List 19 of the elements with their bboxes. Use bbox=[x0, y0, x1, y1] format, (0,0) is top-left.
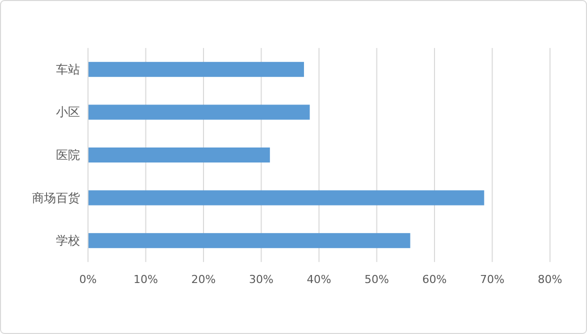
x-tick-label: 0% bbox=[79, 273, 97, 286]
y-tick-label: 商场百货 bbox=[32, 190, 80, 205]
bar bbox=[88, 104, 310, 120]
bar bbox=[88, 233, 410, 248]
y-tick-label: 小区 bbox=[56, 105, 80, 120]
x-tick-label: 50% bbox=[364, 273, 389, 286]
y-tick-label: 医院 bbox=[56, 148, 80, 162]
bar bbox=[88, 148, 270, 162]
x-tick-label: 70% bbox=[480, 273, 504, 286]
bar bbox=[88, 190, 484, 206]
x-tick-label: 10% bbox=[134, 273, 158, 286]
y-tick-label: 学校 bbox=[56, 234, 80, 248]
x-tick-label: 30% bbox=[249, 273, 274, 286]
bar bbox=[88, 62, 304, 77]
x-tick-label: 40% bbox=[306, 273, 332, 286]
x-tick-label: 20% bbox=[191, 273, 216, 286]
x-tick-label: 80% bbox=[538, 273, 562, 286]
y-tick-label: 车站 bbox=[56, 62, 80, 76]
x-tick-label: 60% bbox=[422, 273, 447, 286]
